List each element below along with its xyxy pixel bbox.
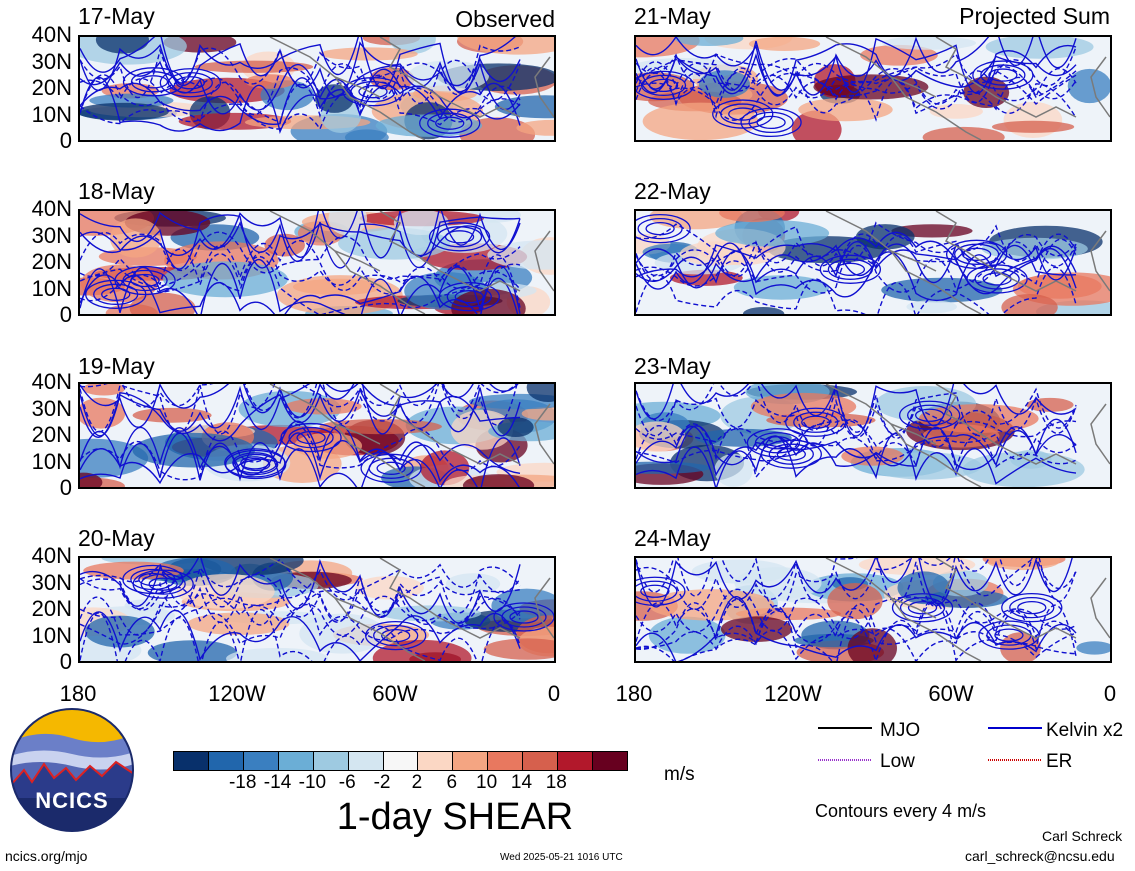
colorbar-swatch	[348, 752, 384, 770]
panel-date-right-2: 22-May	[634, 178, 711, 204]
colorbar-tick-label: 2	[411, 772, 423, 793]
colorbar-swatch	[278, 752, 314, 770]
colorbar-swatch	[243, 752, 279, 770]
lat-tick-row2-40n: 40N	[31, 196, 72, 221]
lat-tick-row4-10n: 10N	[31, 622, 72, 648]
legend-label-low: Low	[880, 751, 915, 772]
lat-tick-row4-0: 0	[59, 649, 72, 674]
colorbar-units: m/s	[664, 764, 695, 785]
legend-line-er	[988, 759, 1042, 761]
legend-line-kelvin	[988, 727, 1042, 729]
contour-note: Contours every 4 m/s	[815, 801, 987, 821]
lat-tick-row3-20n: 20N	[31, 422, 72, 447]
lon-tick-right-120w: 120W	[764, 681, 822, 706]
shear-field	[636, 211, 1110, 314]
colorbar-tick-label: 10	[476, 772, 498, 793]
panel-date-left-3: 19-May	[78, 353, 155, 379]
lon-tick-left-180: 180	[59, 681, 97, 706]
map-panel-left-4	[78, 556, 556, 663]
shear-field	[80, 37, 554, 140]
lat-tick-row2-10n: 10N	[31, 275, 72, 301]
lat-tick-row4-20n: 20N	[31, 596, 72, 621]
colorbar-tick-label: 6	[446, 772, 458, 793]
legend-label-er: ER	[1046, 751, 1073, 772]
lat-tick-row3-10n: 10N	[31, 448, 72, 474]
legend-line-mjo	[818, 727, 872, 729]
map-panel-left-3	[78, 382, 556, 489]
shear-field	[636, 37, 1110, 140]
shear-field	[636, 558, 1110, 661]
colorbar-swatch	[523, 752, 559, 770]
lat-tick-row2-20n: 20N	[31, 249, 72, 274]
lat-tick-row3-30n: 30N	[31, 395, 72, 421]
map-panel-right-4	[634, 556, 1112, 663]
lat-tick-row1-20n: 20N	[31, 75, 72, 100]
map-panel-left-2	[78, 209, 556, 316]
lon-tick-right-60w: 60W	[928, 681, 974, 706]
panel-date-left-2: 18-May	[78, 178, 155, 204]
colorbar-swatch	[383, 752, 419, 770]
colorbar-tick-label: 14	[510, 772, 533, 793]
lat-tick-row1-40n: 40N	[31, 22, 72, 47]
shear-field	[636, 384, 1110, 487]
shear-field	[80, 384, 554, 487]
lon-tick-right-0: 0	[1103, 681, 1117, 706]
colorbar-swatch	[453, 752, 489, 770]
colorbar-tick-label: -2	[373, 772, 391, 793]
legend-label-kelvin: Kelvin x2	[1046, 720, 1124, 741]
map-panel-right-1	[634, 35, 1112, 142]
lon-tick-left-120w: 120W	[208, 681, 266, 706]
footer-url[interactable]: ncics.org/mjo	[5, 848, 88, 864]
footer-author: Carl Schreck	[1042, 828, 1123, 844]
colorbar-swatch	[313, 752, 349, 770]
map-panel-right-3	[634, 382, 1112, 489]
lat-tick-row3-0: 0	[59, 475, 72, 500]
footer-timestamp: Wed 2025-05-21 1016 UTC	[500, 852, 623, 863]
shear-field	[80, 558, 554, 661]
colorbar-swatch	[418, 752, 454, 770]
colorbar-tick-label: -18	[228, 772, 257, 793]
colorbar-swatch	[488, 752, 524, 770]
lat-tick-row3-40n: 40N	[31, 369, 72, 394]
map-panel-left-1	[78, 35, 556, 142]
lat-tick-row4-30n: 30N	[31, 569, 72, 595]
colorbar-swatch	[174, 752, 209, 770]
colorbar-swatch	[593, 752, 627, 770]
colorbar-title: 1-day SHEAR	[336, 796, 574, 838]
lon-tick-left-60w: 60W	[372, 681, 418, 706]
colorbar-swatch	[558, 752, 594, 770]
lat-tick-row1-10n: 10N	[31, 101, 72, 127]
lat-tick-row4-40n: 40N	[31, 543, 72, 568]
colorbar	[173, 751, 628, 771]
lat-tick-row1-0: 0	[59, 128, 72, 153]
ncics-logo: NCICS	[10, 708, 134, 832]
colorbar-tick-label: -10	[298, 772, 327, 793]
observed-title: Observed	[455, 6, 555, 32]
colorbar-tick-label: -6	[338, 772, 356, 793]
lat-tick-row2-30n: 30N	[31, 222, 72, 248]
footer-email[interactable]: carl_schreck@ncsu.edu	[965, 848, 1115, 864]
lat-tick-row1-30n: 30N	[31, 48, 72, 74]
panel-date-right-1: 21-May	[634, 3, 711, 29]
lon-tick-left-0: 0	[547, 681, 561, 706]
lon-tick-right-180: 180	[615, 681, 653, 706]
colorbar-tick-label: 18	[545, 772, 567, 793]
panel-date-left-1: 17-May	[78, 3, 155, 29]
panel-date-left-4: 20-May	[78, 525, 155, 551]
colorbar-tick-label: -14	[263, 772, 292, 793]
lat-tick-row2-0: 0	[59, 302, 72, 327]
legend-label-mjo: MJO	[880, 720, 921, 741]
legend-line-low	[818, 759, 872, 761]
colorbar-swatch	[208, 752, 244, 770]
shear-field	[80, 211, 554, 314]
panel-date-right-3: 23-May	[634, 353, 711, 379]
map-panel-right-2	[634, 209, 1112, 316]
panel-date-right-4: 24-May	[634, 525, 711, 551]
projected-sum-title: Projected Sum	[959, 3, 1110, 29]
ncics-logo-text: NCICS	[35, 788, 109, 813]
